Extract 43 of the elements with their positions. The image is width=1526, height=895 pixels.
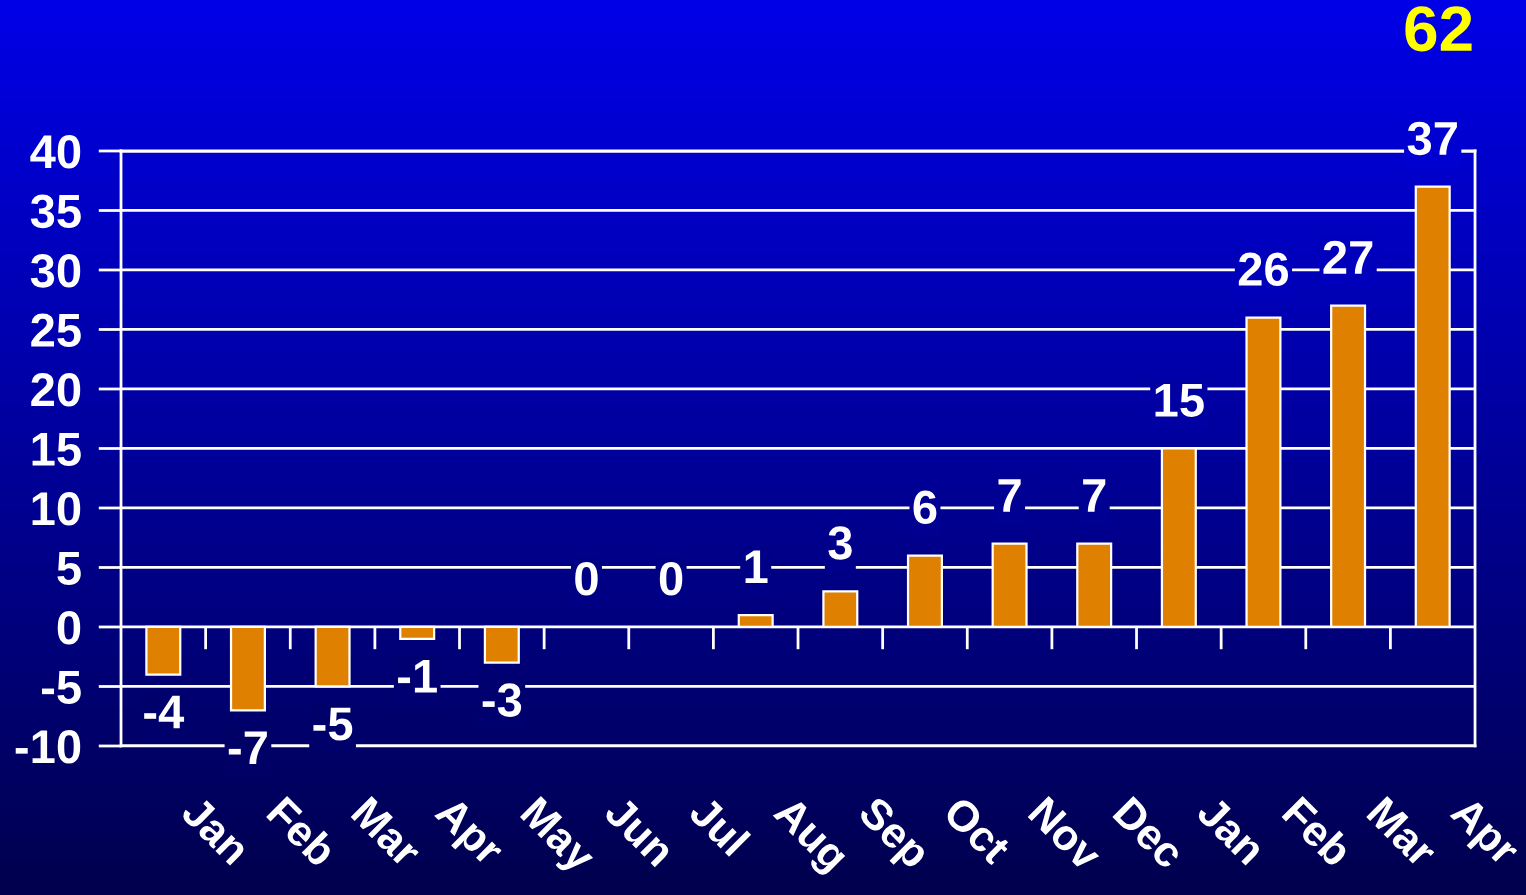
data-label: -7 (228, 731, 267, 764)
y-tick-label: 35 (30, 194, 81, 229)
x-tick-label: Oct (942, 794, 1013, 866)
x-tick-label: Feb (1281, 794, 1355, 869)
y-tick-label: -10 (15, 730, 81, 764)
data-label: -5 (313, 707, 353, 741)
x-tick-label: Nov (1027, 796, 1105, 873)
data-label: 6 (913, 490, 937, 525)
x-tick-label: Apr (1443, 794, 1522, 874)
x-tick-label: Jan (1195, 794, 1267, 866)
x-tick-label: Mar (1365, 796, 1439, 869)
y-tick-label: 10 (32, 492, 81, 526)
data-label: 37 (1407, 121, 1457, 156)
data-label: 0 (659, 561, 683, 596)
data-label: 15 (1155, 383, 1204, 417)
data-label: 7 (998, 479, 1021, 512)
y-tick-label: -5 (41, 671, 81, 705)
x-tick-label: Jan (179, 794, 251, 866)
y-tick-label: 0 (57, 611, 81, 645)
x-tick-label: Dec (1112, 796, 1187, 871)
y-tick-label: 20 (31, 373, 81, 407)
text: 62 (1405, 6, 1472, 52)
y-tick-label: 40 (30, 135, 81, 169)
data-label: 27 (1323, 240, 1373, 274)
x-tick-label: Aug (766, 794, 851, 879)
x-tick-label: Feb (265, 794, 340, 869)
data-label: 0 (575, 561, 598, 596)
x-tick-label: Sep (851, 794, 933, 876)
data-label: -3 (482, 683, 522, 717)
x-tick-label: Jul (687, 793, 752, 858)
data-label: 26 (1238, 252, 1289, 287)
y-tick-label: 15 (32, 433, 81, 467)
data-label: -1 (398, 660, 437, 693)
y-tick-label: 25 (31, 313, 81, 348)
data-label: 7 (1083, 479, 1106, 512)
x-tick-label: Jun (602, 794, 676, 868)
x-tick-label: Mar (350, 796, 424, 869)
y-tick-label: 30 (30, 254, 81, 288)
data-label: 3 (828, 526, 852, 560)
y-tick-label: 5 (57, 552, 81, 586)
x-tick-label: Apr (427, 794, 507, 874)
data-label: -4 (144, 695, 185, 729)
data-label: 1 (745, 550, 768, 584)
